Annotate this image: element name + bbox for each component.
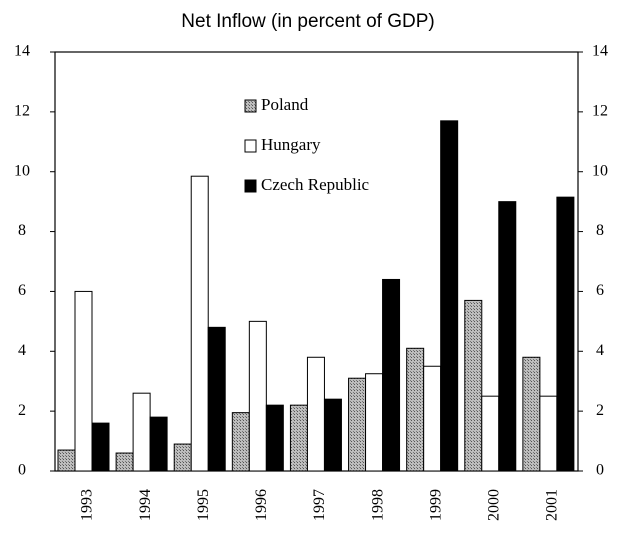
bar — [498, 201, 517, 472]
y-tick-label: 14 — [14, 43, 30, 60]
y2-tick-label: 2 — [596, 402, 604, 419]
bar — [74, 290, 93, 472]
bar — [149, 416, 168, 472]
legend-swatch — [244, 139, 257, 153]
bar — [440, 120, 459, 472]
bar — [556, 196, 575, 472]
bar — [190, 175, 209, 472]
bar — [464, 299, 483, 472]
bar — [539, 395, 558, 472]
y-tick-label: 12 — [14, 103, 30, 120]
y2-tick-label: 6 — [596, 282, 604, 299]
y-tick-label: 0 — [18, 462, 26, 479]
y-tick-label: 6 — [18, 282, 26, 299]
bar — [306, 356, 325, 472]
bar — [289, 404, 308, 472]
y-tick-label: 10 — [14, 162, 30, 179]
x-tick-label: 1997 — [311, 489, 328, 521]
bar — [231, 412, 250, 472]
bar — [207, 326, 226, 472]
y2-tick-label: 4 — [596, 342, 604, 359]
bar — [522, 356, 541, 472]
bar — [265, 404, 284, 472]
x-tick-label: 1993 — [79, 489, 96, 521]
legend-label: Czech Republic — [261, 175, 370, 194]
x-tick-label: 1999 — [427, 489, 444, 521]
x-tick-label: 1998 — [369, 489, 386, 521]
x-tick-label: 2001 — [544, 489, 561, 521]
bar — [382, 278, 401, 472]
bar — [91, 422, 110, 472]
bar — [248, 320, 267, 472]
y2-tick-label: 8 — [596, 222, 604, 239]
y-tick-label: 4 — [18, 342, 26, 359]
chart-title: Net Inflow (in percent of GDP) — [181, 11, 434, 32]
y2-tick-label: 10 — [592, 162, 608, 179]
x-tick-label: 2000 — [486, 489, 503, 521]
bar — [406, 347, 425, 472]
y2-tick-label: 14 — [592, 43, 608, 60]
bar — [423, 365, 442, 472]
x-tick-label: 1995 — [195, 489, 212, 521]
y-tick-label: 8 — [18, 222, 26, 239]
bar — [365, 373, 384, 472]
x-tick-label: 1994 — [137, 489, 154, 521]
legend-label: Hungary — [261, 135, 321, 154]
bar — [173, 443, 192, 472]
bar — [57, 449, 76, 472]
x-tick-label: 1996 — [253, 489, 270, 521]
y2-tick-label: 0 — [596, 462, 604, 479]
bar — [323, 398, 342, 472]
bar — [481, 395, 500, 472]
y-tick-label: 2 — [18, 402, 26, 419]
bar — [348, 377, 367, 472]
legend-swatch — [244, 99, 257, 113]
bar — [115, 452, 134, 472]
legend-swatch — [244, 179, 257, 193]
legend-label: Poland — [261, 95, 309, 114]
y2-tick-label: 12 — [592, 103, 608, 120]
bar — [132, 392, 151, 472]
